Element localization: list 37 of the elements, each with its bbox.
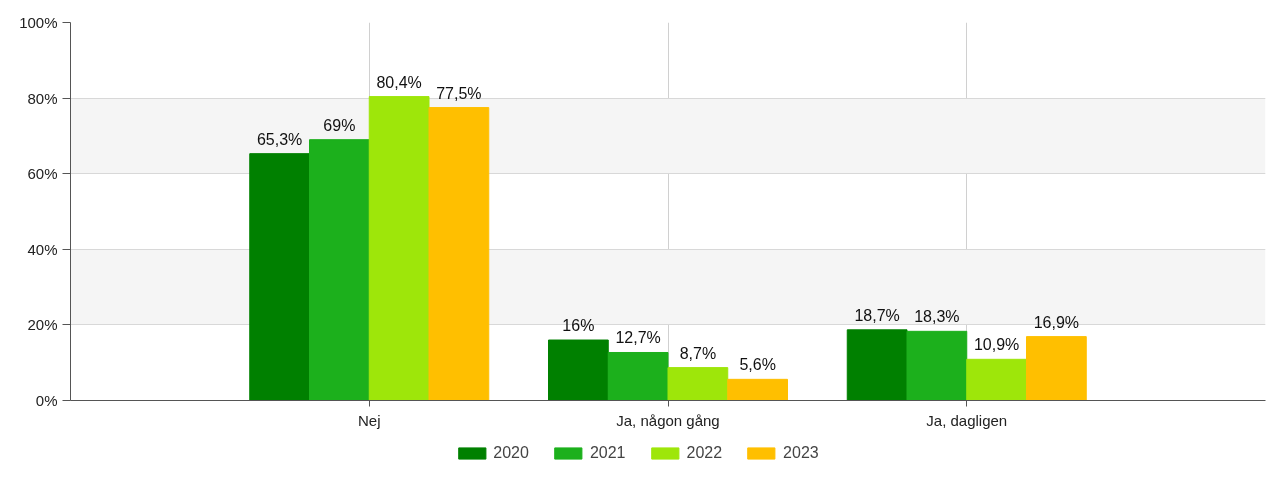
x-tick-label: Nej xyxy=(358,411,381,429)
data-label: 8,7% xyxy=(679,344,717,362)
bar xyxy=(428,107,490,401)
bar xyxy=(727,378,788,401)
bar xyxy=(249,153,310,401)
data-label: 18,3% xyxy=(914,308,960,326)
bar xyxy=(966,358,1027,401)
legend-label: 2020 xyxy=(493,444,529,462)
bar xyxy=(846,329,908,401)
bar xyxy=(368,96,430,401)
y-tick-label: 40% xyxy=(27,240,58,258)
y-tick-label: 20% xyxy=(27,316,58,334)
legend-label: 2023 xyxy=(783,444,819,462)
bar xyxy=(607,351,669,401)
data-label: 5,6% xyxy=(739,356,776,374)
data-label: 65,3% xyxy=(256,130,303,148)
bar xyxy=(906,330,968,401)
legend-label: 2022 xyxy=(686,444,723,462)
data-label: 69% xyxy=(323,116,356,134)
x-tick-label: Ja, någon gång xyxy=(616,411,720,429)
data-label: 10,9% xyxy=(973,336,1020,354)
bar xyxy=(1026,336,1087,401)
bar xyxy=(309,139,370,401)
y-tick-label: 80% xyxy=(27,89,58,107)
data-label: 12,7% xyxy=(615,329,661,347)
data-label: 16% xyxy=(562,317,595,335)
bar xyxy=(667,367,729,401)
x-tick-label: Ja, dagligen xyxy=(926,411,1008,429)
y-tick-label: 100% xyxy=(19,14,58,31)
data-label: 77,5% xyxy=(436,84,482,102)
data-label: 16,9% xyxy=(1033,313,1080,331)
data-label: 80,4% xyxy=(376,73,422,91)
y-tick-label: 0% xyxy=(35,392,58,409)
data-label: 18,7% xyxy=(854,306,900,324)
y-tick-label: 60% xyxy=(27,165,58,183)
legend-label: 2021 xyxy=(589,444,626,462)
bar xyxy=(548,339,609,401)
